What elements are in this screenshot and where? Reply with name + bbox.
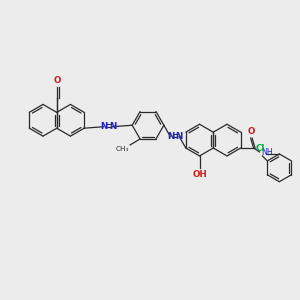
Text: O: O xyxy=(54,76,62,85)
Text: N: N xyxy=(176,132,183,141)
Text: N: N xyxy=(167,132,174,141)
Text: Cl: Cl xyxy=(256,144,265,153)
Text: N: N xyxy=(100,122,107,131)
Text: OH: OH xyxy=(192,170,207,179)
Text: CH₃: CH₃ xyxy=(116,146,129,152)
Text: O: O xyxy=(248,127,255,136)
Text: N: N xyxy=(109,122,116,131)
Text: NH: NH xyxy=(262,148,273,158)
